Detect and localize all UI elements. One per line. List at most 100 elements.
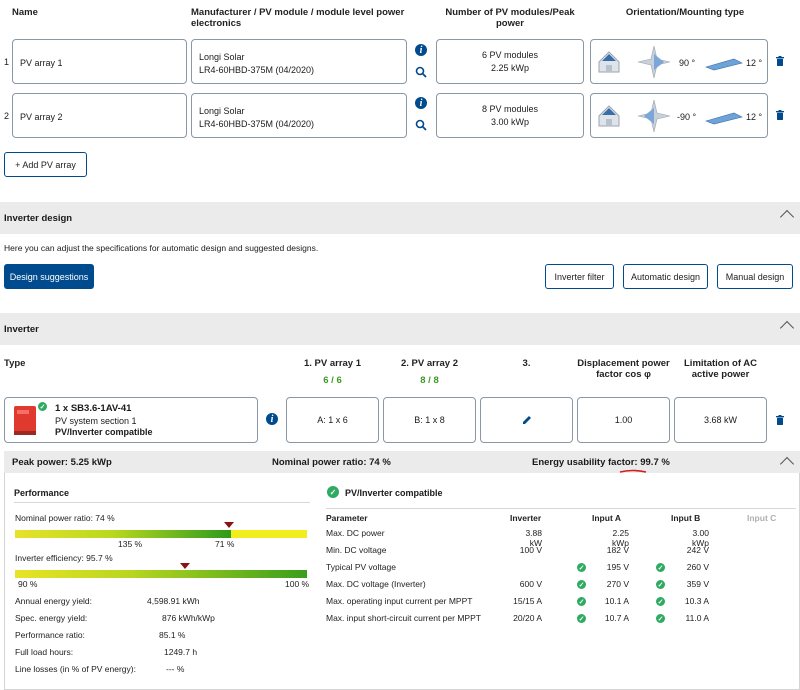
compat-param: Min. DC voltage — [326, 545, 387, 555]
module-search-icon[interactable] — [415, 119, 427, 131]
compat-input-a-value: 10.1 A — [604, 596, 629, 606]
compat-input-b-value: 11.0 A — [685, 613, 709, 623]
chevron-up-icon[interactable] — [779, 456, 795, 472]
compat-input-b-value: 10.3 A — [684, 596, 709, 606]
array-row-index: 1 — [4, 57, 10, 67]
delete-inverter-icon[interactable] — [776, 415, 784, 425]
tilt-value: 12 ° — [746, 58, 763, 68]
manual-design-button[interactable]: Manual design — [717, 264, 793, 289]
pencil-icon[interactable] — [522, 415, 532, 425]
cos-phi-value: 1.00 — [614, 415, 633, 425]
inv-pv2-usage: 8 / 8 — [420, 375, 439, 386]
orientation-field[interactable]: 90 ° 12 ° — [590, 39, 768, 84]
check-icon: ✓ — [656, 580, 665, 589]
col-name-header: Name — [12, 7, 38, 18]
performance-title: Performance — [14, 488, 70, 498]
azimuth-value: -90 ° — [677, 112, 697, 122]
compat-divider — [326, 508, 796, 509]
eff-min-label: 90 % — [18, 579, 38, 589]
compass-icon — [637, 45, 671, 79]
compat-header-param: Parameter — [326, 513, 368, 523]
module-field[interactable]: Longi Solar LR4-60HBD-375M (04/2020) — [191, 93, 407, 138]
compat-input-a-value: 270 V — [606, 579, 629, 589]
compass-icon — [637, 99, 671, 133]
check-icon: ✓ — [656, 597, 665, 606]
inverter-info-icon[interactable]: i — [266, 413, 278, 425]
orientation-field[interactable]: -90 ° 12 ° — [590, 93, 768, 138]
summary-bar[interactable]: Peak power: 5.25 kWp Nominal power ratio… — [4, 451, 800, 473]
modules-count: 8 PV modules — [481, 104, 539, 114]
automatic-design-button[interactable]: Automatic design — [623, 264, 708, 289]
compat-check-icon: ✓ — [327, 486, 339, 498]
inv-col-pv2: 2. PV array 2 — [400, 358, 459, 369]
compat-input-b-value: 242 V — [686, 545, 709, 555]
inverter-section: PV system section 1 — [55, 416, 137, 426]
tilt-panel-icon — [705, 112, 743, 125]
eff-marker-icon — [180, 563, 190, 569]
ac-limitation-field[interactable]: 3.68 kW — [674, 397, 767, 443]
compat-inverter-value: 3.88 kW — [525, 528, 542, 548]
perf-row-value: --- % — [166, 664, 185, 674]
energy-usability-value: 99.7 % — [640, 457, 670, 468]
inverter-design-section-header[interactable]: Inverter design — [0, 202, 800, 234]
ac-limitation-value: 3.68 kW — [703, 415, 737, 425]
compat-header-input-a: Input A — [592, 513, 621, 523]
chevron-up-icon[interactable] — [779, 209, 795, 225]
check-icon: ✓ — [656, 614, 665, 623]
compat-param: Max. operating input current per MPPT — [326, 596, 473, 606]
inverter-title: Inverter — [4, 323, 39, 335]
compat-param: Max. DC voltage (Inverter) — [326, 579, 426, 589]
design-suggestions-button[interactable]: Design suggestions — [4, 264, 94, 289]
perf-row-value: 4,598.91 kWh — [147, 596, 200, 606]
red-underline — [619, 469, 647, 473]
compat-input-b-value: 260 V — [686, 562, 709, 572]
modules-count-field[interactable]: 8 PV modules 3.00 kWp — [436, 93, 584, 138]
roof-icon — [598, 105, 620, 127]
inverter-compat-text: PV/Inverter compatible — [55, 427, 153, 437]
energy-usability-label: Energy usability factor: — [532, 457, 641, 468]
array-name-field[interactable]: PV array 1 — [12, 39, 187, 84]
module-model: LR4-60HBD-375M (04/2020) — [199, 119, 315, 129]
peak-power: 2.25 kWp — [490, 63, 530, 73]
col-orientation-header: Orientation/Mounting type — [625, 7, 745, 18]
modules-count: 6 PV modules — [481, 50, 539, 60]
input-b-assignment[interactable]: B: 1 x 8 — [383, 397, 476, 443]
input-3-assignment[interactable] — [480, 397, 573, 443]
npr-gauge-fill — [15, 530, 232, 538]
inverter-device-icon — [14, 406, 36, 435]
input-a-assignment[interactable]: A: 1 x 6 — [286, 397, 379, 443]
add-pv-array-button[interactable]: + Add PV array — [4, 152, 87, 177]
module-search-icon[interactable] — [415, 66, 427, 78]
compat-input-b-value: 359 V — [686, 579, 709, 589]
inverter-type-field[interactable]: ✓ 1 x SB3.6-1AV-41 PV system section 1 P… — [4, 397, 258, 443]
inv-col-3: 3. — [522, 358, 531, 369]
array-name-field[interactable]: PV array 2 — [12, 93, 187, 138]
inverter-design-title: Inverter design — [4, 212, 73, 224]
modules-count-field[interactable]: 6 PV modules 2.25 kWp — [436, 39, 584, 84]
chevron-up-icon[interactable] — [779, 320, 795, 336]
check-icon: ✓ — [656, 563, 665, 572]
delete-array-icon[interactable] — [776, 56, 784, 66]
perf-row-label: Annual energy yield: — [15, 596, 93, 606]
cos-phi-field[interactable]: 1.00 — [577, 397, 670, 443]
compat-input-a-value: 10.7 A — [604, 613, 629, 623]
inverter-section-header[interactable]: Inverter — [0, 313, 800, 345]
array-name-text: PV array 2 — [20, 112, 63, 122]
module-field[interactable]: Longi Solar LR4-60HBD-375M (04/2020) — [191, 39, 407, 84]
compat-param: Max. input short-circuit current per MPP… — [326, 613, 481, 623]
compat-param: Typical PV voltage — [326, 562, 396, 572]
inverter-filter-button[interactable]: Inverter filter — [545, 264, 614, 289]
delete-array-icon[interactable] — [776, 110, 784, 120]
module-info-icon[interactable]: i — [415, 97, 427, 109]
module-model: LR4-60HBD-375M (04/2020) — [199, 65, 315, 75]
eff-label: Inverter efficiency: 95.7 % — [15, 553, 113, 563]
tilt-panel-icon — [705, 58, 743, 71]
input-a-value: A: 1 x 6 — [317, 415, 348, 425]
module-maker: Longi Solar — [199, 106, 245, 116]
compat-title: PV/Inverter compatible — [345, 488, 443, 498]
module-info-icon[interactable]: i — [415, 44, 427, 56]
perf-row-label: Performance ratio: — [15, 630, 85, 640]
inverter-design-description: Here you can adjust the specifications f… — [4, 243, 319, 253]
inv-col-type: Type — [4, 358, 26, 369]
perf-row-value: 876 kWh/kWp — [162, 613, 215, 623]
